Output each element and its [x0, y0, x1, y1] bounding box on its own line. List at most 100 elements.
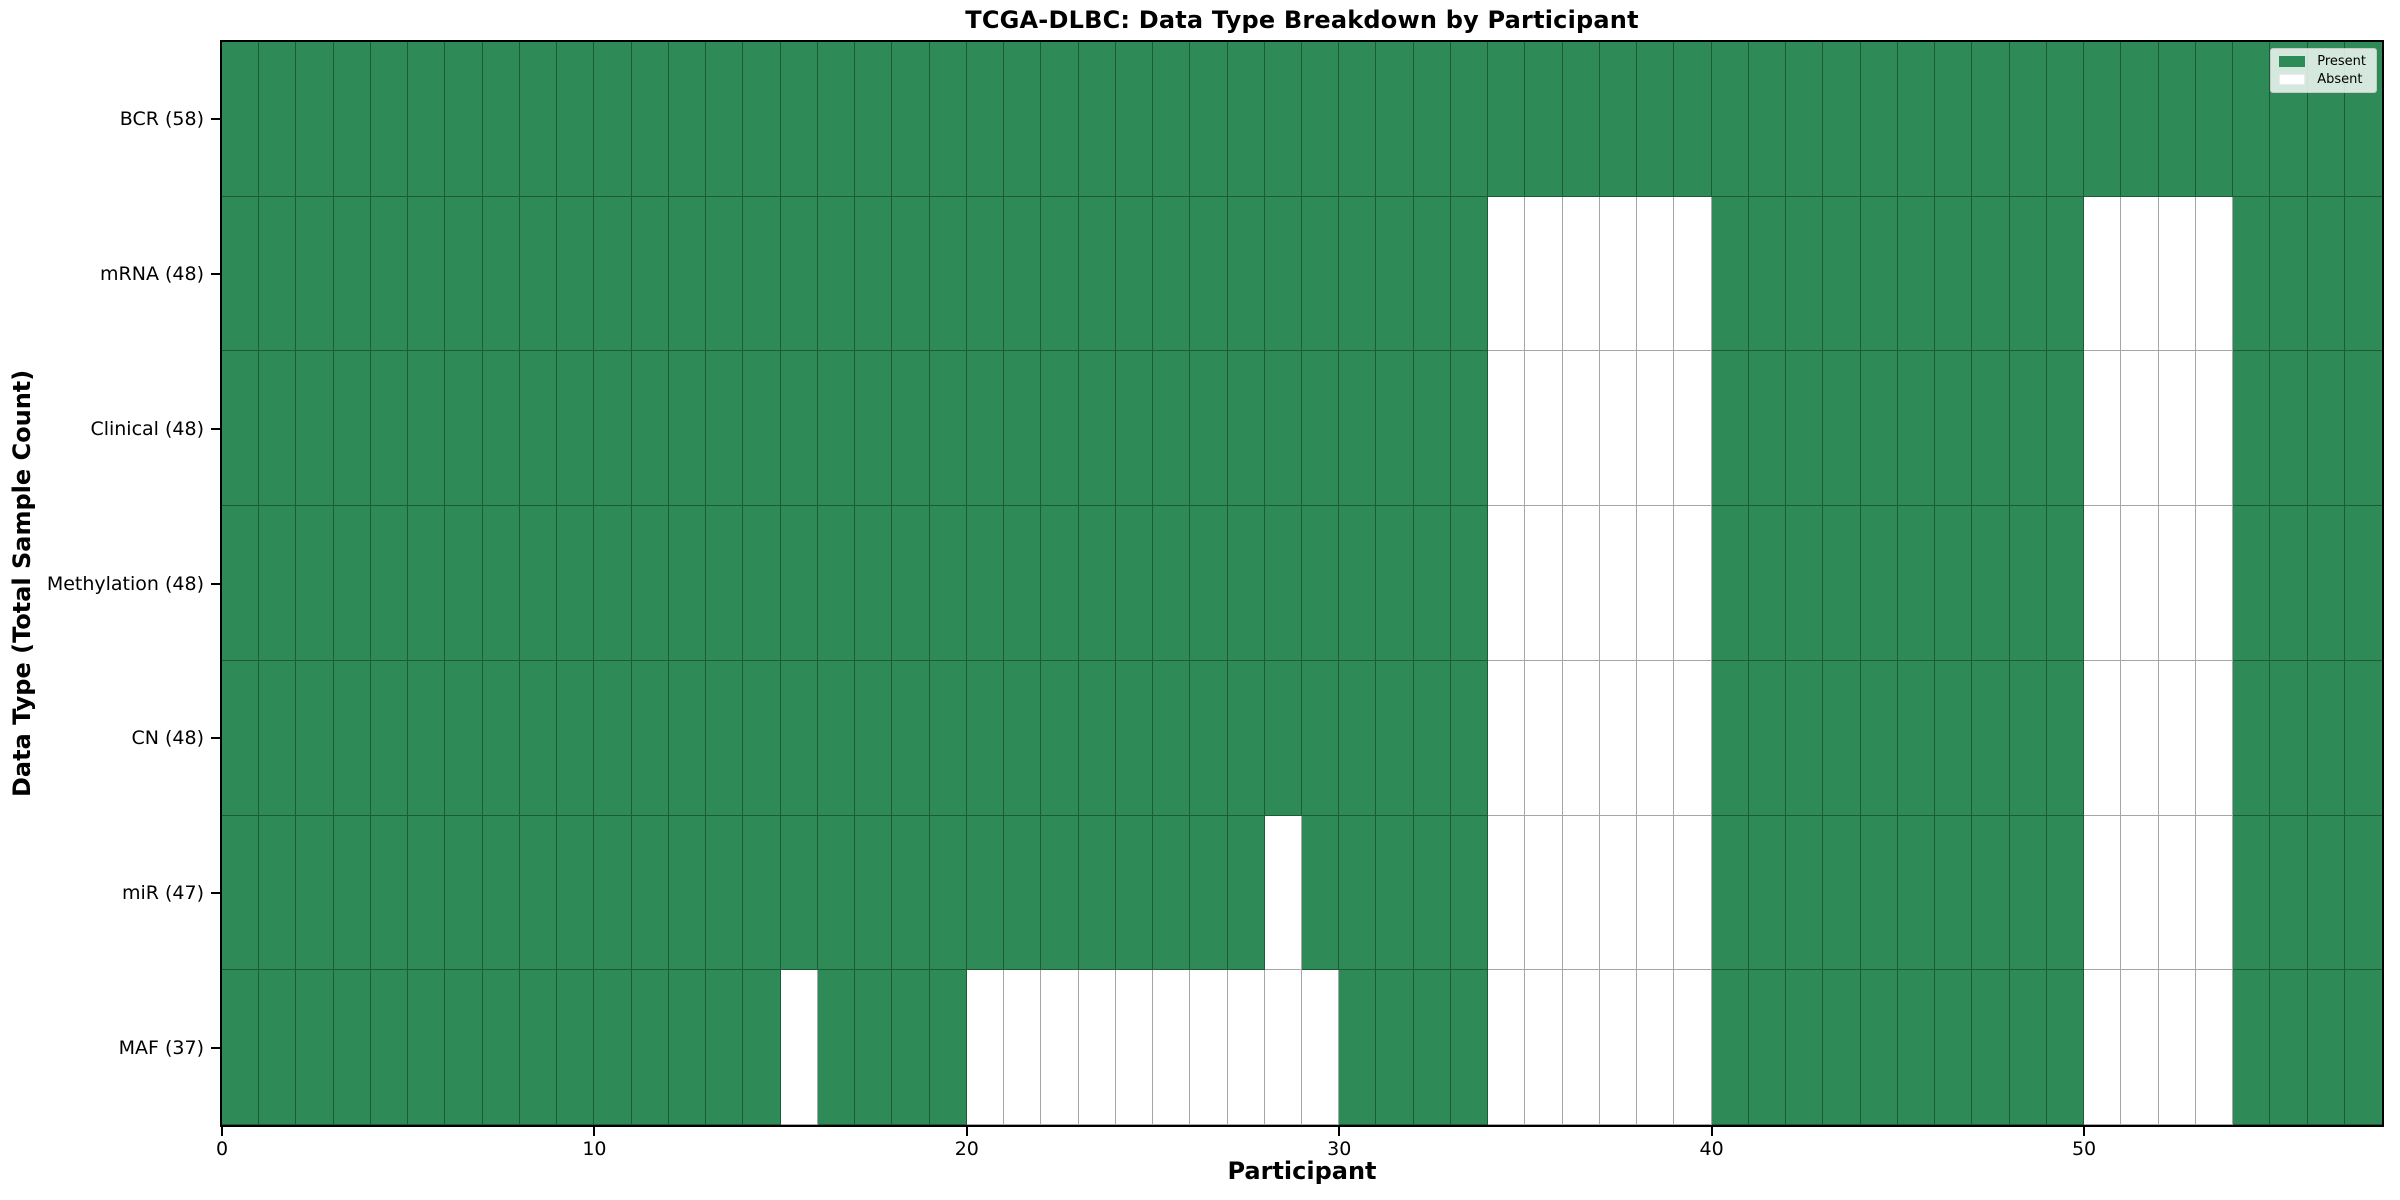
- heatmap-cell: [1227, 351, 1265, 507]
- heatmap-cell: [296, 970, 334, 1125]
- heatmap-cell: [2158, 970, 2196, 1125]
- heatmap-cell: [445, 351, 483, 507]
- heatmap-cell: [929, 506, 967, 661]
- heatmap-cell: [855, 815, 893, 971]
- heatmap-cell: [1078, 351, 1116, 507]
- heatmap-cell: [966, 42, 1005, 197]
- heatmap-cell: [1786, 506, 1824, 661]
- heatmap-cell: [1078, 815, 1116, 971]
- heatmap-cell: [1153, 196, 1191, 352]
- y-tick-mark: [211, 737, 220, 740]
- heatmap-cell: [1301, 42, 1340, 197]
- heatmap-cell: [1674, 506, 1712, 661]
- heatmap-cell: [2046, 660, 2085, 816]
- heatmap-cell: [706, 506, 744, 661]
- heatmap-cell: [1525, 351, 1563, 507]
- heatmap-cell: [1599, 196, 1638, 352]
- heatmap-cell: [631, 660, 669, 816]
- heatmap-cell: [1674, 42, 1712, 197]
- heatmap-cell: [1748, 660, 1787, 816]
- heatmap-cell: [2195, 660, 2234, 816]
- heatmap-cell: [1153, 42, 1191, 197]
- heatmap-cell: [2009, 42, 2047, 197]
- heatmap-cell: [1599, 506, 1638, 661]
- heatmap-cell: [1190, 351, 1228, 507]
- heatmap-cell: [966, 196, 1005, 352]
- heatmap-cell: [1972, 506, 2010, 661]
- heatmap-cell: [1488, 815, 1526, 971]
- heatmap-cell: [1748, 351, 1787, 507]
- heatmap-cell: [1115, 351, 1154, 507]
- heatmap-cell: [519, 196, 558, 352]
- heatmap-cell: [1525, 196, 1563, 352]
- heatmap-cell: [2233, 351, 2271, 507]
- heatmap-cell: [1376, 815, 1414, 971]
- heatmap-cell: [557, 815, 595, 971]
- heatmap-cell: [780, 506, 818, 661]
- heatmap-cell: [631, 506, 669, 661]
- x-tick-label: 30: [1327, 1138, 1352, 1160]
- heatmap-cell: [408, 660, 446, 816]
- heatmap-cell: [1376, 970, 1414, 1125]
- legend: Present Absent: [2270, 48, 2377, 93]
- heatmap-cell: [1860, 970, 1898, 1125]
- heatmap-cell: [1711, 970, 1749, 1125]
- heatmap-grid: [222, 42, 2382, 1125]
- x-axis-title: Participant: [1227, 1157, 1377, 1185]
- heatmap-cell: [594, 351, 632, 507]
- heatmap-cell: [1748, 815, 1787, 971]
- heatmap-cell: [1078, 42, 1116, 197]
- heatmap-cell: [1525, 42, 1563, 197]
- heatmap-cell: [1711, 815, 1749, 971]
- heatmap-cell: [1897, 506, 1936, 661]
- heatmap-cell: [743, 970, 781, 1125]
- heatmap-cell: [594, 42, 632, 197]
- x-tick-mark: [2083, 1127, 2086, 1136]
- heatmap-cell: [445, 815, 483, 971]
- heatmap-cell: [1376, 42, 1414, 197]
- heatmap-cell: [482, 42, 520, 197]
- heatmap-cell: [1935, 660, 1973, 816]
- heatmap-cell: [1860, 351, 1898, 507]
- legend-absent-swatch: [2279, 74, 2306, 85]
- heatmap-cell: [594, 970, 632, 1125]
- heatmap-cell: [333, 351, 371, 507]
- heatmap-cell: [259, 970, 297, 1125]
- heatmap-cell: [706, 196, 744, 352]
- heatmap-cell: [2121, 42, 2159, 197]
- heatmap-cell: [1562, 506, 1600, 661]
- heatmap-cell: [1823, 42, 1861, 197]
- heatmap-cell: [1786, 970, 1824, 1125]
- heatmap-cell: [2233, 660, 2271, 816]
- heatmap-cell: [259, 660, 297, 816]
- heatmap-cell: [1301, 506, 1340, 661]
- heatmap-cell: [1860, 815, 1898, 971]
- heatmap-cell: [1450, 970, 1489, 1125]
- heatmap-cell: [1153, 815, 1191, 971]
- heatmap-cell: [631, 42, 669, 197]
- heatmap-cell: [1562, 660, 1600, 816]
- heatmap-cell: [817, 815, 856, 971]
- heatmap-cell: [1413, 42, 1451, 197]
- heatmap-cell: [743, 351, 781, 507]
- heatmap-cell: [594, 196, 632, 352]
- heatmap-cell: [855, 660, 893, 816]
- heatmap-cell: [706, 42, 744, 197]
- heatmap-cell: [1860, 42, 1898, 197]
- legend-absent-label: Absent: [2317, 72, 2363, 87]
- heatmap-cell: [1748, 196, 1787, 352]
- heatmap-cell: [2195, 815, 2234, 971]
- heatmap-cell: [1897, 815, 1936, 971]
- heatmap-cell: [1972, 660, 2010, 816]
- x-tick-label: 40: [1699, 1138, 1724, 1160]
- heatmap-cell: [2344, 506, 2382, 661]
- heatmap-cell: [1413, 970, 1451, 1125]
- heatmap-cell: [1413, 351, 1451, 507]
- heatmap-cell: [2233, 42, 2271, 197]
- heatmap-cell: [1041, 42, 1079, 197]
- heatmap-cell: [1264, 196, 1302, 352]
- heatmap-cell: [370, 506, 409, 661]
- heatmap-cell: [1711, 506, 1749, 661]
- heatmap-cell: [855, 42, 893, 197]
- heatmap-cell: [557, 660, 595, 816]
